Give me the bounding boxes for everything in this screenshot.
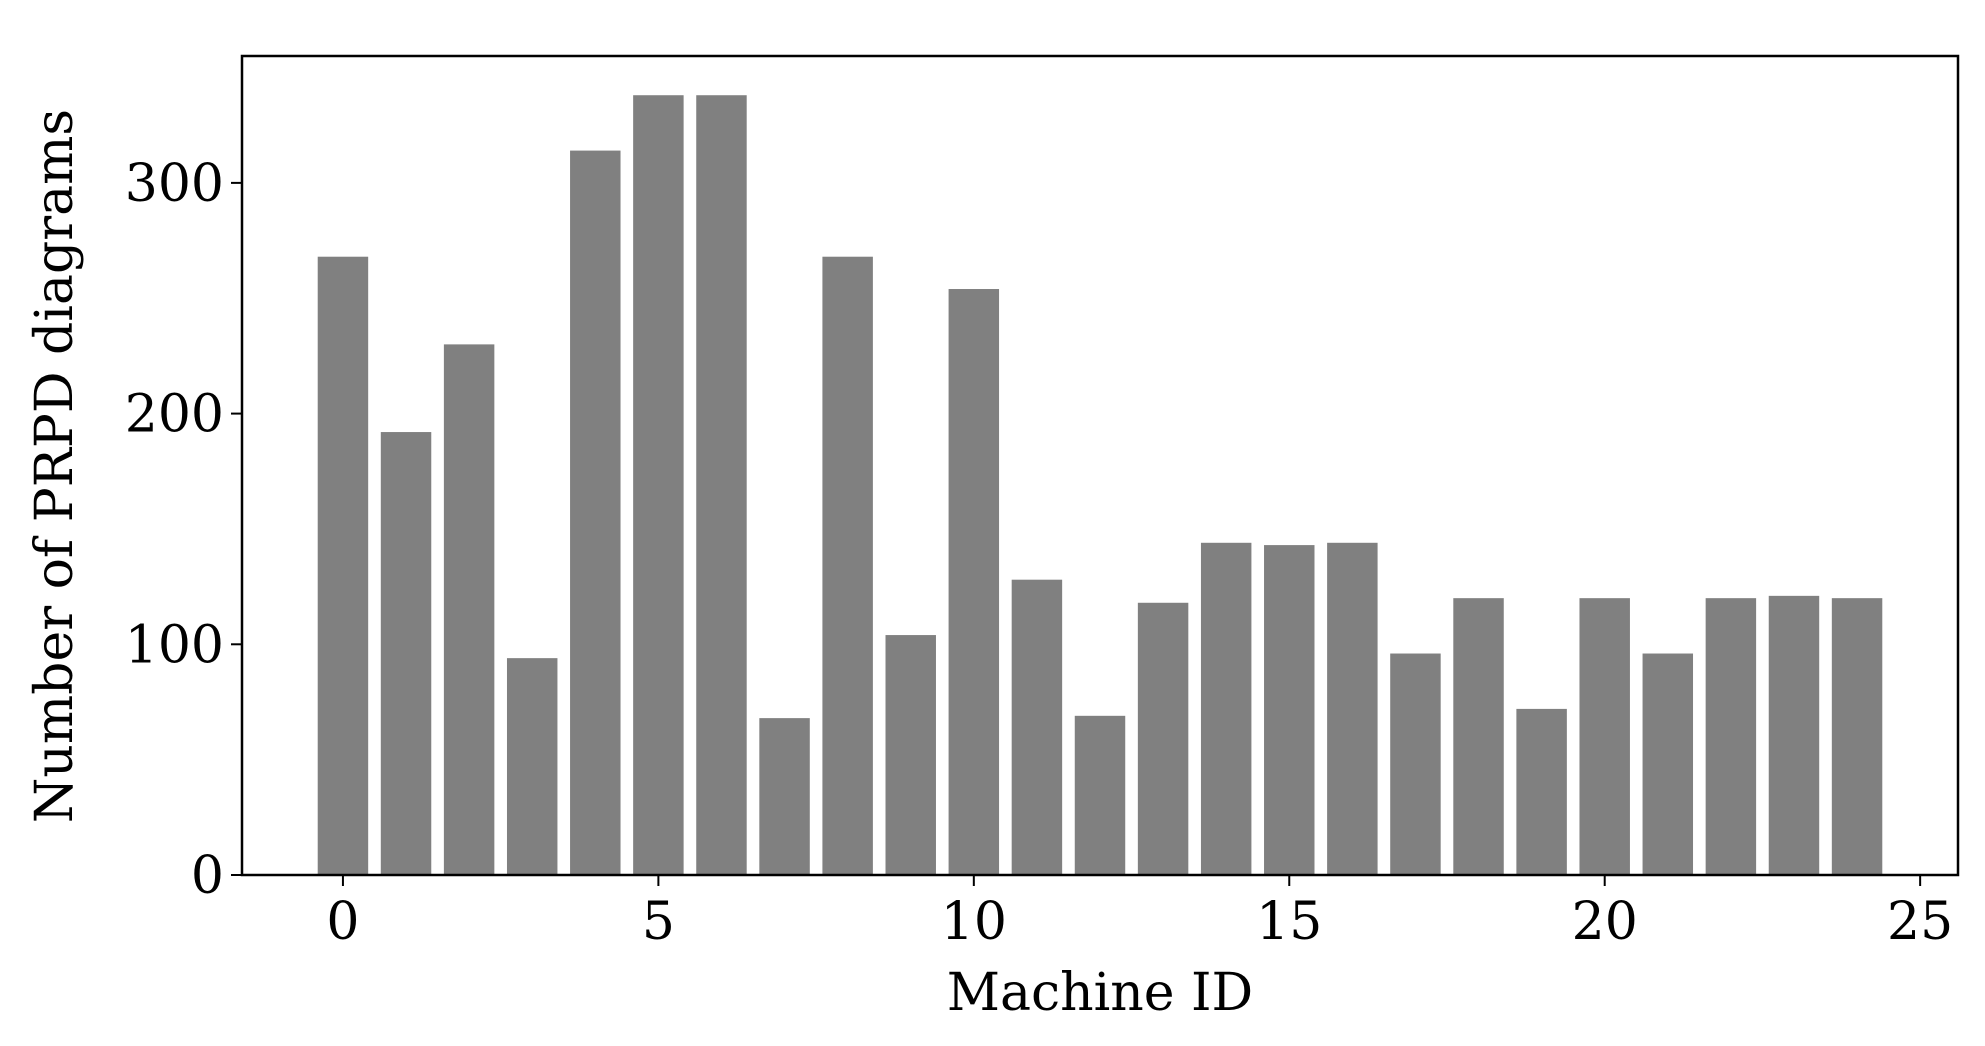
bar <box>1200 542 1252 875</box>
bar <box>1516 708 1567 875</box>
x-tick-label: 25 <box>1887 892 1953 952</box>
x-axis-label: Machine ID <box>947 963 1254 1023</box>
y-tick-label: 0 <box>191 846 224 906</box>
bar <box>1768 595 1820 875</box>
bar <box>1579 598 1630 875</box>
bar <box>696 95 747 875</box>
plot-frame <box>240 54 1960 877</box>
bar <box>759 718 810 875</box>
bar <box>1264 545 1315 875</box>
x-tick-label: 0 <box>326 892 359 952</box>
bar <box>1074 715 1126 875</box>
bar <box>885 635 936 875</box>
bar <box>443 344 495 876</box>
bar <box>948 289 1000 876</box>
bar <box>633 95 684 875</box>
bar <box>506 658 558 875</box>
bar <box>1831 598 1883 875</box>
bar <box>1705 598 1757 875</box>
bar <box>570 150 621 875</box>
bar <box>1137 602 1189 875</box>
x-tick-label: 10 <box>941 892 1007 952</box>
x-tick-label: 5 <box>642 892 675 952</box>
bar <box>1642 653 1694 875</box>
bar <box>1327 542 1378 875</box>
bar <box>1390 653 1441 875</box>
x-tick-label: 15 <box>1256 892 1322 952</box>
bar <box>317 256 369 876</box>
bar <box>1453 598 1504 875</box>
bar <box>380 432 432 875</box>
bar <box>822 256 873 876</box>
bar <box>1011 579 1063 875</box>
y-axis-label: Number of PRPD diagrams <box>25 109 85 823</box>
x-tick-label: 20 <box>1572 892 1638 952</box>
y-tick-label: 100 <box>125 615 224 675</box>
y-tick-label: 300 <box>125 154 224 214</box>
y-tick-label: 200 <box>125 385 224 445</box>
